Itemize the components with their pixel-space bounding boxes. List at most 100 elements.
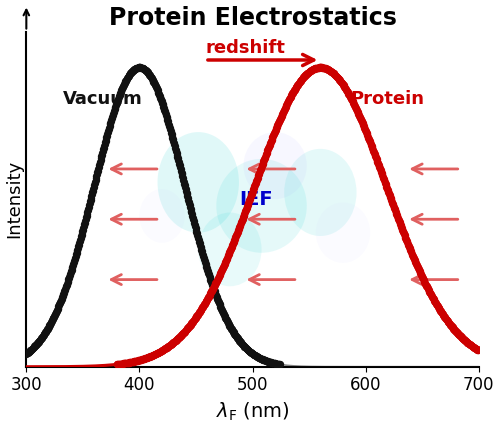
Point bbox=[107, 118, 115, 125]
Point bbox=[380, 176, 388, 183]
Point bbox=[182, 326, 190, 333]
Point bbox=[332, 72, 340, 79]
Point bbox=[268, 359, 276, 366]
Point bbox=[239, 214, 247, 221]
Point bbox=[246, 348, 254, 355]
Point bbox=[93, 171, 101, 178]
Point bbox=[172, 146, 179, 153]
Point bbox=[217, 268, 225, 275]
Point bbox=[354, 109, 362, 116]
Point bbox=[100, 146, 108, 153]
Point bbox=[354, 110, 362, 117]
Point bbox=[54, 305, 62, 312]
Point bbox=[264, 358, 272, 365]
Point bbox=[64, 276, 72, 283]
Point bbox=[208, 281, 216, 288]
Point bbox=[108, 113, 116, 120]
Point bbox=[266, 142, 274, 149]
Point bbox=[170, 142, 178, 149]
Point bbox=[194, 236, 202, 243]
Point bbox=[282, 103, 290, 110]
Point bbox=[172, 336, 180, 343]
Point bbox=[346, 94, 354, 101]
Point bbox=[304, 69, 312, 76]
Point bbox=[123, 76, 131, 83]
Point bbox=[44, 324, 52, 331]
Point bbox=[144, 69, 152, 76]
Point bbox=[164, 343, 172, 350]
Point bbox=[129, 67, 137, 74]
Point bbox=[452, 328, 460, 335]
Point bbox=[50, 313, 58, 320]
Point bbox=[225, 250, 233, 257]
Point bbox=[200, 301, 208, 308]
Point bbox=[73, 248, 81, 255]
Point bbox=[330, 70, 338, 77]
Point bbox=[148, 352, 156, 359]
Point bbox=[308, 66, 316, 73]
Point bbox=[153, 86, 161, 93]
Point bbox=[343, 88, 351, 95]
Point bbox=[114, 361, 122, 368]
Point bbox=[182, 327, 190, 334]
Point bbox=[122, 360, 130, 367]
Point bbox=[145, 354, 153, 361]
Point bbox=[202, 260, 209, 267]
Point bbox=[227, 245, 235, 252]
Point bbox=[151, 81, 159, 88]
Point bbox=[321, 65, 329, 72]
Point bbox=[38, 333, 46, 340]
Point bbox=[144, 354, 152, 361]
Point bbox=[218, 307, 226, 314]
Point bbox=[146, 72, 154, 79]
Point bbox=[398, 225, 406, 232]
Point bbox=[313, 64, 321, 71]
Point bbox=[70, 256, 78, 263]
Point bbox=[57, 296, 65, 303]
Point bbox=[226, 246, 234, 253]
Point bbox=[206, 290, 214, 297]
Point bbox=[146, 73, 154, 80]
Point bbox=[126, 359, 134, 366]
Point bbox=[233, 334, 241, 341]
Point bbox=[222, 256, 230, 263]
Point bbox=[436, 307, 444, 314]
Point bbox=[182, 326, 190, 333]
Point bbox=[463, 339, 471, 346]
Point bbox=[194, 233, 202, 240]
Point bbox=[166, 128, 174, 135]
Point bbox=[214, 295, 222, 302]
Point bbox=[162, 344, 170, 351]
Point bbox=[220, 312, 228, 319]
Point bbox=[350, 101, 358, 108]
Point bbox=[62, 283, 70, 290]
Point bbox=[257, 164, 265, 171]
Point bbox=[434, 304, 442, 311]
Point bbox=[85, 203, 93, 210]
Point bbox=[167, 341, 175, 348]
Point bbox=[275, 361, 283, 368]
Point bbox=[228, 327, 236, 334]
Point bbox=[332, 72, 340, 79]
Point bbox=[347, 95, 355, 102]
Point bbox=[474, 347, 482, 354]
Point bbox=[348, 96, 356, 103]
Point bbox=[455, 331, 463, 338]
Point bbox=[193, 230, 201, 237]
Point bbox=[152, 350, 160, 357]
Point bbox=[190, 317, 198, 324]
Point bbox=[147, 74, 155, 81]
Point bbox=[52, 308, 60, 315]
Point bbox=[199, 302, 207, 309]
Point bbox=[142, 68, 150, 75]
Point bbox=[246, 193, 254, 200]
Point bbox=[326, 67, 334, 74]
Point bbox=[242, 208, 250, 215]
Point bbox=[68, 263, 76, 270]
Point bbox=[116, 361, 124, 368]
Point bbox=[262, 152, 270, 159]
Point bbox=[165, 343, 173, 350]
Point bbox=[408, 251, 416, 258]
Point bbox=[173, 151, 181, 158]
Point bbox=[410, 255, 418, 262]
